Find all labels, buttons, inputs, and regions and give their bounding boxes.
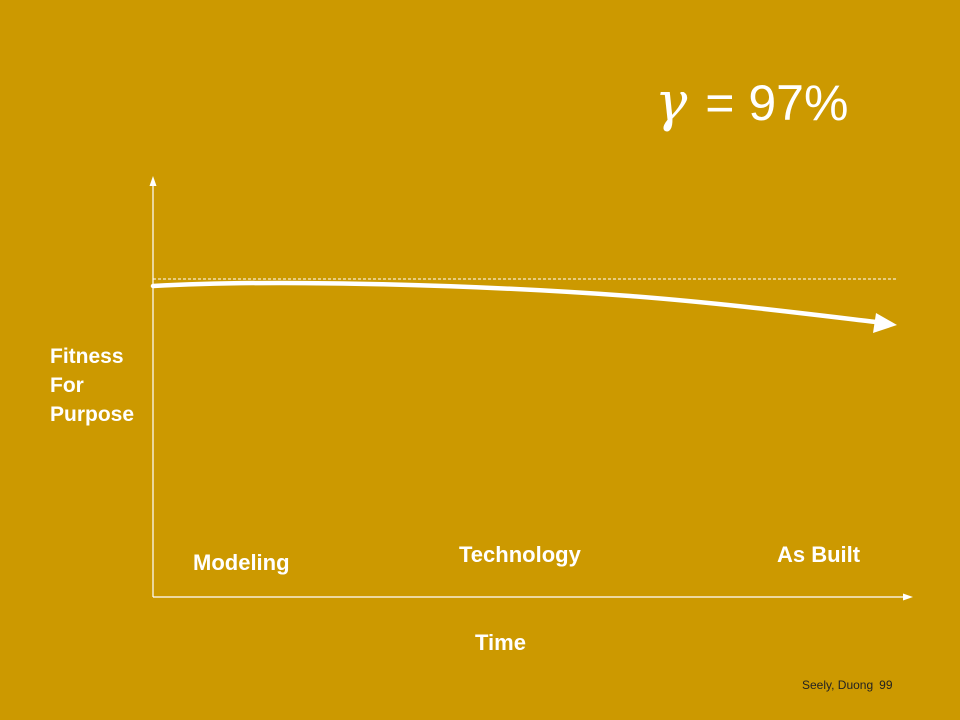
footer-authors: Seely, Duong: [802, 678, 874, 692]
y-axis-label: Fitness For Purpose: [50, 345, 135, 426]
page-number: 99: [879, 678, 893, 692]
x-axis-arrowhead: [903, 593, 913, 601]
gamma-value: = 97%: [705, 75, 849, 131]
phase-label-as-built: As Built: [777, 542, 861, 567]
footer: Seely, Duong 99: [802, 678, 893, 692]
y-axis-arrowhead: [149, 176, 157, 186]
fitness-curve-arrowhead: [873, 313, 897, 333]
gamma-symbol: γ: [655, 70, 688, 133]
phase-label-modeling: Modeling: [193, 550, 290, 575]
gamma-formula: γ = 97%: [655, 72, 848, 133]
phase-label-technology: Technology: [459, 542, 581, 567]
fitness-curve: [150, 280, 879, 325]
x-axis-label: Time: [475, 630, 526, 655]
